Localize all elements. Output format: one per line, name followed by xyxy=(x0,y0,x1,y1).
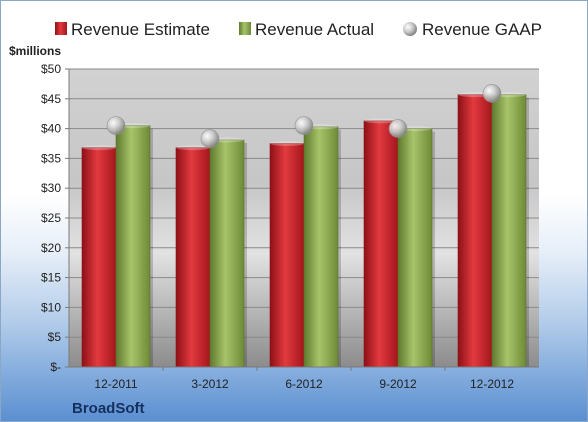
y-tick-label: $30 xyxy=(41,181,61,195)
y-axis-unit-label: $millions xyxy=(9,44,61,58)
bars xyxy=(81,92,529,368)
y-tick-label: $35 xyxy=(41,151,61,165)
y-tick-label: $45 xyxy=(41,92,61,106)
x-tick-label: 12-2011 xyxy=(94,377,137,391)
y-tick-label: $50 xyxy=(41,62,61,76)
bar-actual xyxy=(303,126,339,368)
bar-estimate xyxy=(457,94,493,368)
bar-top-highlight-estimate xyxy=(82,145,116,151)
gaap-markers xyxy=(106,84,502,149)
legend-swatch-revenue-estimate xyxy=(55,22,67,35)
x-tick-label: 9-2012 xyxy=(379,377,417,391)
gaap-marker xyxy=(482,84,502,103)
y-axis-tick-labels: $- $5 $10 $15 $20 $25 $30 $35 $40 $45 $50 xyxy=(41,62,61,374)
legend-label-revenue-estimate: Revenue Estimate xyxy=(71,20,210,39)
y-tick-label: $40 xyxy=(41,122,61,136)
bar-top-highlight-estimate xyxy=(270,141,304,146)
x-tick-label: 3-2012 xyxy=(191,377,229,391)
gaap-marker xyxy=(294,116,314,135)
y-tick-label: $25 xyxy=(41,211,61,225)
legend-swatch-revenue-actual xyxy=(239,22,251,35)
bar-estimate xyxy=(175,147,211,368)
x-tick-label: 12-2012 xyxy=(470,377,514,391)
y-tick-label: $15 xyxy=(41,271,61,285)
legend-label-revenue-gaap: Revenue GAAP xyxy=(422,20,542,39)
x-tick-label: 6-2012 xyxy=(285,377,323,391)
y-tick-label: $5 xyxy=(48,330,62,344)
bar-top-highlight-estimate xyxy=(176,145,210,151)
legend-label-revenue-actual: Revenue Actual xyxy=(255,20,374,39)
bar-top-highlight-estimate xyxy=(364,118,398,124)
bar-estimate xyxy=(363,120,399,368)
bar-actual xyxy=(209,139,245,368)
y-tick-label: $20 xyxy=(41,241,61,255)
legend: Revenue Estimate Revenue Actual Revenue … xyxy=(55,20,542,39)
y-tick-label: $- xyxy=(50,360,61,374)
company-label: BroadSoft xyxy=(72,400,145,417)
bar-estimate xyxy=(81,147,117,368)
bar-actual xyxy=(397,128,433,368)
bar-actual xyxy=(491,94,527,368)
gaap-marker xyxy=(200,129,220,149)
y-tick-label: $10 xyxy=(41,300,61,314)
legend-swatch-revenue-gaap xyxy=(403,22,417,36)
bar-estimate xyxy=(269,143,305,368)
gaap-marker xyxy=(106,116,126,135)
gaap-marker xyxy=(388,119,408,138)
x-axis-tick-labels: 12-2011 3-2012 6-2012 9-2012 12-2012 xyxy=(94,377,514,391)
bar-actual xyxy=(115,125,151,368)
